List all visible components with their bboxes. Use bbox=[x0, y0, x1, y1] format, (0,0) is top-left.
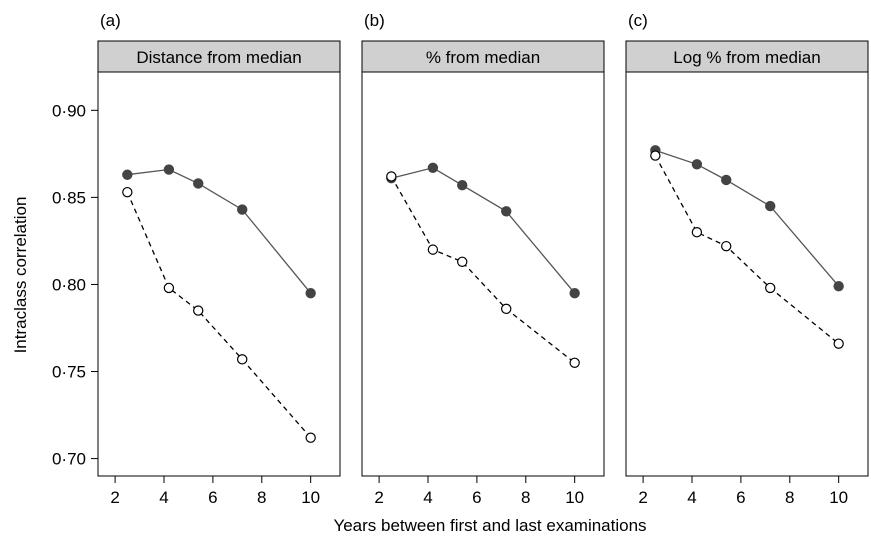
data-point-filled bbox=[427, 162, 439, 173]
strip-title: Log % from median bbox=[673, 48, 820, 67]
x-tick-label: 6 bbox=[472, 488, 481, 507]
data-point-filled bbox=[305, 287, 316, 299]
x-tick-label: 8 bbox=[257, 488, 266, 507]
x-tick-label: 4 bbox=[687, 488, 696, 507]
series-line-dashed bbox=[654, 155, 840, 345]
data-point-open bbox=[305, 432, 316, 443]
data-point-filled bbox=[569, 287, 580, 299]
data-point-open bbox=[237, 354, 248, 365]
x-tick-label: 2 bbox=[374, 488, 383, 507]
data-point-filled bbox=[691, 159, 703, 170]
series-line-solid bbox=[127, 168, 312, 294]
data-point-open bbox=[163, 282, 175, 294]
data-point-filled bbox=[501, 206, 512, 217]
plot-frame bbox=[625, 71, 869, 477]
panel-label: (b) bbox=[364, 11, 385, 30]
data-point-filled bbox=[765, 200, 776, 212]
data-point-open bbox=[457, 256, 468, 268]
panel-label: (c) bbox=[628, 11, 648, 30]
y-tick-label: 0·75 bbox=[52, 363, 86, 382]
data-point-filled bbox=[721, 174, 732, 186]
x-tick-label: 10 bbox=[829, 488, 848, 507]
data-point-open bbox=[650, 150, 661, 161]
x-tick-label: 8 bbox=[521, 488, 530, 507]
x-tick-label: 2 bbox=[638, 488, 647, 507]
data-point-open bbox=[122, 186, 133, 198]
y-tick-label: 0·70 bbox=[52, 450, 86, 469]
strip-header bbox=[361, 40, 605, 73]
x-tick-label: 6 bbox=[208, 488, 217, 507]
x-axis-label: Years between first and last examination… bbox=[333, 516, 646, 535]
series-line-dashed bbox=[390, 176, 576, 364]
data-point-open bbox=[193, 305, 204, 316]
plot-frame bbox=[97, 71, 341, 477]
panel-3: (c) Log % from median 2 4 6 8 10 bbox=[625, 11, 869, 507]
data-point-open bbox=[569, 357, 580, 369]
series-line-dashed bbox=[126, 191, 312, 439]
data-point-filled bbox=[237, 204, 248, 215]
strip-header bbox=[97, 40, 341, 73]
x-tick-label: 2 bbox=[110, 488, 119, 507]
series-line-solid bbox=[391, 167, 576, 294]
data-point-filled bbox=[457, 179, 468, 191]
data-point-open bbox=[386, 171, 397, 182]
y-tick-label: 0·80 bbox=[52, 275, 86, 294]
data-point-open bbox=[691, 227, 703, 238]
data-point-filled bbox=[193, 178, 204, 189]
y-tick-label: 0·85 bbox=[52, 188, 86, 207]
data-point-filled bbox=[833, 280, 844, 292]
x-tick-label: 4 bbox=[423, 488, 432, 507]
strip-header bbox=[625, 40, 869, 73]
data-point-open bbox=[427, 244, 439, 255]
strip-title: Distance from median bbox=[136, 48, 301, 67]
x-tick-label: 10 bbox=[565, 488, 584, 507]
y-axis-label: Intraclass correlation bbox=[11, 197, 30, 354]
panel-2: (b) % from median 2 4 6 8 10 bbox=[361, 11, 605, 507]
data-point-open bbox=[833, 338, 844, 349]
x-tick-label: 8 bbox=[785, 488, 794, 507]
data-point-filled bbox=[122, 169, 133, 180]
x-tick-label: 10 bbox=[301, 488, 320, 507]
plot-frame bbox=[361, 71, 605, 477]
x-tick-label: 4 bbox=[159, 488, 168, 507]
x-tick-label: 6 bbox=[736, 488, 745, 507]
data-point-open bbox=[501, 303, 512, 315]
data-point-filled bbox=[163, 164, 175, 175]
y-tick-label: 0·90 bbox=[52, 101, 86, 120]
panel-1: (a) Distance from median 2 4 6 8 10 0·70 0·75 0·8… bbox=[52, 11, 341, 507]
panel-label: (a) bbox=[100, 11, 121, 30]
data-point-open bbox=[721, 240, 732, 252]
strip-title: % from median bbox=[426, 48, 540, 67]
data-point-open bbox=[765, 282, 776, 294]
